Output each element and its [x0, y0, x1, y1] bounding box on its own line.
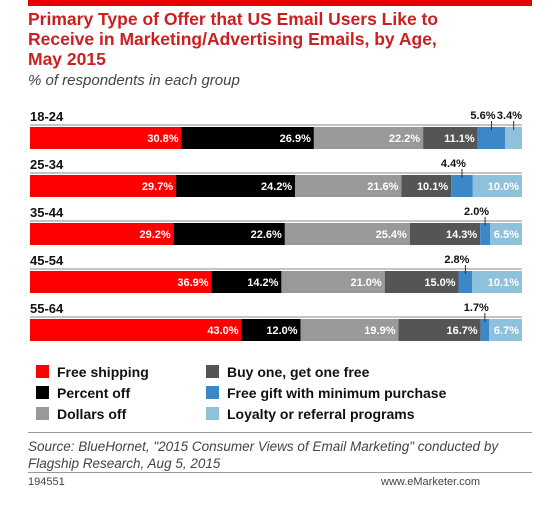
bar-free-shipping-35-44 [30, 223, 174, 245]
bar-dollars-off-55-64 [300, 319, 399, 341]
bar-free-shipping-18-24 [30, 127, 182, 149]
data-label-free-shipping-55-64: 43.0% [207, 325, 238, 337]
data-label-buy-one-get-one-free-35-44: 14.3% [446, 229, 477, 241]
bar-dollars-off-18-24 [313, 127, 424, 149]
bar-buy-one-get-one-free-18-24 [423, 127, 478, 149]
legend-label: Free shipping [57, 364, 149, 380]
category-label-45-54: 45-54 [30, 253, 64, 268]
data-label-dollars-off-18-24: 22.2% [389, 133, 420, 145]
data-label-loyalty-or-referral-programs-35-44: 6.5% [494, 229, 519, 241]
category-label-25-34: 25-34 [30, 157, 64, 172]
bar-loyalty-or-referral-programs-45-54 [472, 271, 522, 293]
legend-item-loyalty-or-referral-programs: Loyalty or referral programs [206, 406, 415, 422]
bar-percent-off-45-54 [211, 271, 282, 293]
category-label-18-24: 18-24 [30, 109, 64, 124]
bar-free-gift-with-minimum-purchase-18-24 [477, 127, 506, 149]
data-label-percent-off-18-24: 26.9% [280, 133, 311, 145]
source-note: Source: BlueHornet, "2015 Consumer Views… [28, 439, 499, 471]
chart-id: 194551 [28, 476, 65, 488]
legend-swatch [36, 365, 49, 378]
legend-item-percent-off: Percent off [36, 385, 130, 401]
bar-loyalty-or-referral-programs-18-24 [505, 127, 522, 149]
data-label-free-gift-with-minimum-purchase-35-44: 2.0% [464, 206, 489, 218]
data-label-dollars-off-45-54: 21.0% [351, 277, 382, 289]
legend-swatch [206, 386, 219, 399]
bar-percent-off-25-34 [176, 175, 296, 197]
data-label-free-shipping-45-54: 36.9% [177, 277, 208, 289]
footer-rule [28, 472, 532, 473]
legend-item-free-gift-with-minimum-purchase: Free gift with minimum purchase [206, 385, 446, 401]
data-label-buy-one-get-one-free-45-54: 15.0% [424, 277, 455, 289]
legend-label: Percent off [57, 385, 131, 401]
data-label-dollars-off-35-44: 25.4% [376, 229, 407, 241]
data-label-percent-off-25-34: 24.2% [261, 181, 292, 193]
brand-url: www.eMarketer.com [381, 476, 481, 488]
data-label-loyalty-or-referral-programs-25-34: 10.0% [488, 181, 519, 193]
bar-dollars-off-25-34 [295, 175, 402, 197]
data-label-loyalty-or-referral-programs-18-24: 3.4% [497, 110, 522, 122]
legend-label: Buy one, get one free [227, 364, 370, 380]
legend-swatch [206, 365, 219, 378]
bar-free-gift-with-minimum-purchase-35-44 [480, 223, 491, 245]
category-label-55-64: 55-64 [30, 301, 64, 316]
legend-item-buy-one-get-one-free: Buy one, get one free [206, 364, 369, 380]
data-label-percent-off-35-44: 22.6% [251, 229, 282, 241]
category-label-35-44: 35-44 [30, 205, 64, 220]
chart-title: Primary Type of Offer that US Email User… [28, 9, 439, 69]
legend-label: Loyalty or referral programs [227, 406, 415, 422]
data-label-dollars-off-55-64: 19.9% [364, 325, 395, 337]
data-label-free-shipping-25-34: 29.7% [142, 181, 173, 193]
legend-label: Dollars off [57, 406, 127, 422]
top-accent-rule [28, 0, 532, 6]
divider-rule [28, 432, 532, 433]
data-label-percent-off-45-54: 14.2% [247, 277, 278, 289]
bar-loyalty-or-referral-programs-55-64 [489, 319, 522, 341]
data-label-buy-one-get-one-free-25-34: 10.1% [417, 181, 448, 193]
data-label-buy-one-get-one-free-55-64: 16.7% [446, 325, 477, 337]
bar-free-gift-with-minimum-purchase-45-54 [458, 271, 473, 293]
data-label-free-gift-with-minimum-purchase-18-24: 5.6% [470, 110, 495, 122]
stacked-bar-chart: 18-24 30.8% 26.9% 22.2% 11.1% 5.6% 3.4% 25-34 29… [30, 109, 522, 341]
bar-dollars-off-45-54 [281, 271, 385, 293]
legend: Free shipping Buy one, get one free Percen… [36, 364, 536, 428]
legend-swatch [206, 407, 219, 420]
data-label-free-gift-with-minimum-purchase-45-54: 2.8% [444, 254, 469, 266]
bar-free-shipping-45-54 [30, 271, 212, 293]
bar-free-shipping-55-64 [30, 319, 242, 341]
data-label-loyalty-or-referral-programs-45-54: 10.1% [488, 277, 519, 289]
bar-buy-one-get-one-free-45-54 [384, 271, 459, 293]
legend-item-free-shipping: Free shipping [36, 364, 149, 380]
bar-free-gift-with-minimum-purchase-25-34 [451, 175, 473, 197]
data-label-buy-one-get-one-free-18-24: 11.1% [444, 133, 475, 145]
data-label-loyalty-or-referral-programs-55-64: 6.7% [494, 325, 519, 337]
bar-percent-off-18-24 [181, 127, 314, 149]
data-label-free-gift-with-minimum-purchase-55-64: 1.7% [464, 302, 489, 314]
chart-subtitle: % of respondents in each group [28, 72, 240, 89]
bar-free-shipping-25-34 [30, 175, 177, 197]
bar-buy-one-get-one-free-35-44 [409, 223, 481, 245]
legend-label: Free gift with minimum purchase [227, 385, 447, 401]
data-label-dollars-off-25-34: 21.6% [367, 181, 398, 193]
legend-swatch [36, 407, 49, 420]
bar-free-gift-with-minimum-purchase-55-64 [480, 319, 490, 341]
data-label-percent-off-55-64: 12.0% [266, 325, 297, 337]
data-label-free-shipping-18-24: 30.8% [147, 133, 178, 145]
bar-buy-one-get-one-free-55-64 [398, 319, 481, 341]
legend-item-dollars-off: Dollars off [36, 406, 126, 422]
bar-loyalty-or-referral-programs-25-34 [472, 175, 522, 197]
data-label-free-shipping-35-44: 29.2% [139, 229, 170, 241]
bar-percent-off-55-64 [241, 319, 301, 341]
bar-buy-one-get-one-free-25-34 [401, 175, 452, 197]
bar-dollars-off-35-44 [284, 223, 410, 245]
bar-loyalty-or-referral-programs-35-44 [490, 223, 522, 245]
data-label-free-gift-with-minimum-purchase-25-34: 4.4% [441, 158, 466, 170]
bar-percent-off-35-44 [173, 223, 285, 245]
legend-swatch [36, 386, 49, 399]
